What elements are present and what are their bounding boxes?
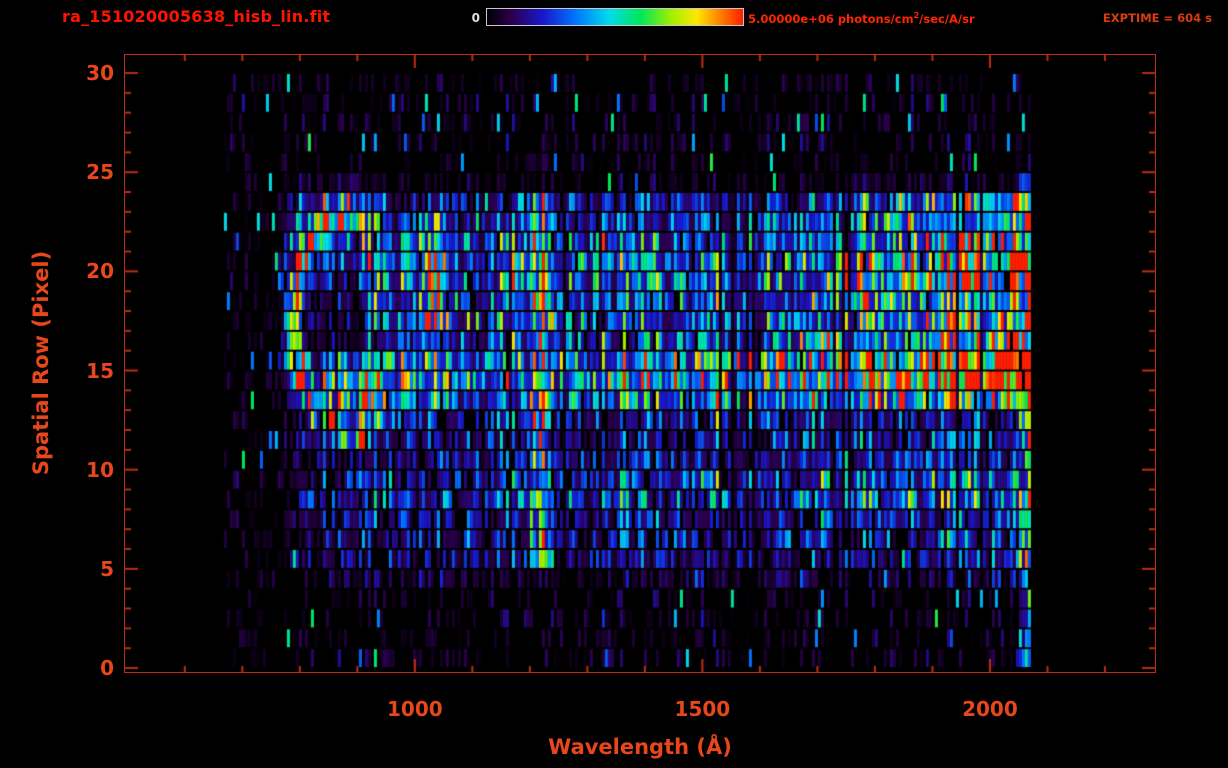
x-tick-label: 1500 <box>674 697 731 721</box>
y-axis-title: Spatial Row (Pixel) <box>29 250 53 476</box>
y-tick-label: 15 <box>86 358 114 383</box>
colorbar-min-label: 0 <box>471 11 480 25</box>
y-tick-label: 25 <box>86 160 114 185</box>
y-tick-label: 20 <box>86 259 114 284</box>
x-tick-label: 1000 <box>387 697 443 721</box>
filename-title: ra_151020005638_hisb_lin.fit <box>62 7 331 26</box>
y-tick-label: 0 <box>100 656 114 681</box>
colorbar-max-prefix: 5.00000e+06 photons/cm <box>748 11 914 26</box>
colorbar-max-label: 5.00000e+06 photons/cm2/sec/A/sr <box>748 11 975 26</box>
colorbar-max-suffix: /sec/A/sr <box>919 11 975 26</box>
colorbar <box>486 8 744 26</box>
spectral-heatmap-canvas <box>125 55 1155 672</box>
x-tick-label: 2000 <box>962 697 1018 721</box>
x-axis-title: Wavelength (Å) <box>548 735 732 759</box>
y-tick-label: 5 <box>100 556 114 581</box>
colorbar-max-superscript: 2 <box>913 11 920 20</box>
y-tick-label: 10 <box>86 457 114 482</box>
y-tick-label: 30 <box>86 61 114 86</box>
plot-frame <box>124 54 1156 673</box>
exptime-label: EXPTIME = 604 s <box>1102 11 1212 25</box>
